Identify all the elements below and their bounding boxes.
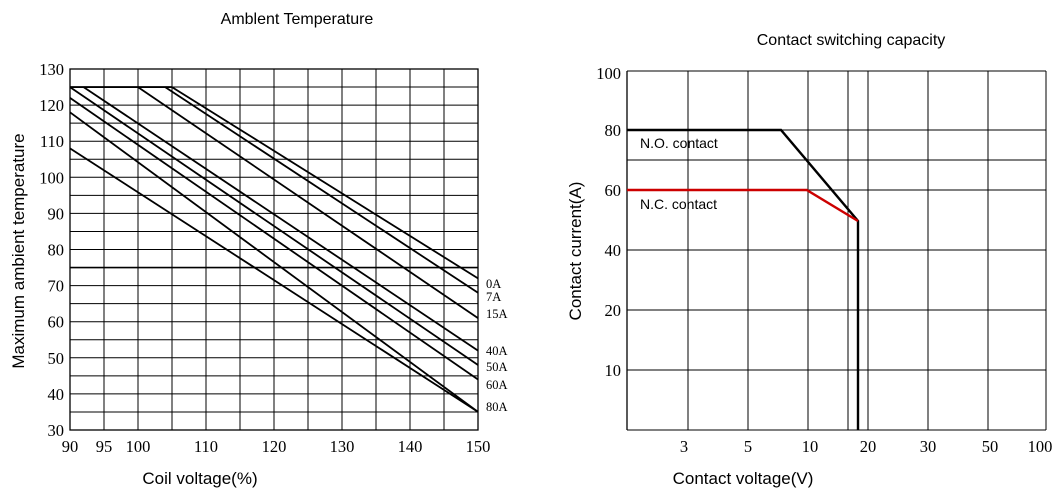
right-chart-title: Contact switching capacity	[757, 32, 946, 49]
left-series-line	[171, 86, 479, 280]
right-chart-series	[627, 128, 860, 430]
left-y-tick-label: 60	[48, 313, 65, 332]
left-x-tick-label: 95	[96, 437, 113, 456]
left-chart-grid	[69, 68, 479, 431]
right-y-tick-label: 40	[605, 241, 622, 260]
left-series-line	[164, 86, 479, 294]
left-y-tick-label: 80	[48, 241, 65, 260]
left-series-label: 15A	[486, 307, 508, 321]
right-series-line	[627, 128, 860, 430]
right-y-tick-label: 10	[605, 361, 622, 380]
left-series-label: 80A	[486, 400, 508, 414]
left-x-tick-label: 110	[194, 437, 218, 456]
right-y-tick-label: 80	[605, 121, 622, 140]
left-chart-y-axis-title: Maximum ambient temperature	[9, 133, 28, 368]
right-x-tick-label: 10	[802, 437, 819, 456]
left-y-tick-label: 30	[48, 421, 65, 440]
left-series-label: 0A	[486, 277, 501, 291]
left-plot-frame	[69, 68, 479, 431]
right-x-tick-label: 50	[982, 437, 999, 456]
left-y-tick-label: 40	[48, 385, 65, 404]
left-y-tick-label: 50	[48, 349, 65, 368]
right-x-tick-label: 30	[920, 437, 937, 456]
left-x-tick-label: 120	[262, 437, 287, 456]
contact-switching-capacity-chart: Contact switching capacity 3 5 10 20 30 50 100…	[566, 32, 1052, 488]
left-series-line	[69, 86, 479, 366]
ambient-temperature-chart: Amblent Temperature 90 95 100 110 120 130 140 1…	[9, 11, 508, 488]
left-series-line	[69, 97, 479, 381]
left-series-label: 40A	[486, 344, 508, 358]
right-chart-y-ticks: 10 20 40 60 80 100	[596, 64, 621, 380]
left-series-line	[137, 86, 479, 319]
right-y-tick-label: 100	[596, 64, 621, 83]
left-series-label: 7A	[486, 290, 501, 304]
left-y-tick-label: 130	[39, 60, 64, 79]
right-x-tick-label: 100	[1028, 437, 1053, 456]
left-chart-y-ticks: 30 40 50 60 70 80 90 100 110 120 130	[39, 60, 64, 440]
right-chart-nc-contact-label: N.C. contact	[640, 196, 717, 212]
left-y-tick-label: 120	[39, 96, 64, 115]
left-series-line	[83, 86, 479, 352]
right-chart-x-ticks: 3 5 10 20 30 50 100	[680, 437, 1053, 456]
left-x-tick-label: 90	[62, 437, 79, 456]
right-y-tick-label: 20	[605, 301, 622, 320]
left-y-tick-label: 100	[39, 168, 64, 187]
left-chart-x-axis-title: Coil voltage(%)	[142, 469, 257, 488]
right-x-tick-label: 20	[860, 437, 877, 456]
left-x-tick-label: 130	[330, 437, 355, 456]
left-y-tick-label: 70	[48, 277, 65, 296]
right-y-tick-label: 60	[605, 181, 622, 200]
left-x-tick-label: 150	[466, 437, 491, 456]
left-chart-series	[69, 86, 479, 413]
left-chart-x-ticks: 90 95 100 110 120 130 140 150	[62, 437, 491, 456]
right-chart-no-contact-label: N.O. contact	[640, 135, 718, 151]
right-x-tick-label: 5	[744, 437, 752, 456]
left-x-tick-label: 140	[398, 437, 423, 456]
left-y-tick-label: 110	[40, 132, 64, 151]
right-chart-grid	[626, 70, 1047, 431]
right-series-line	[627, 188, 859, 223]
left-chart-title: Amblent Temperature	[221, 11, 374, 28]
left-series-line	[69, 111, 479, 413]
right-chart-x-axis-title: Contact voltage(V)	[673, 469, 814, 488]
left-series-label: 50A	[486, 360, 508, 374]
right-chart-y-axis-title: Contact current(A)	[566, 182, 585, 321]
left-x-tick-label: 100	[126, 437, 151, 456]
left-series-label: 60A	[486, 378, 508, 392]
right-x-tick-label: 3	[680, 437, 688, 456]
left-y-tick-label: 90	[48, 204, 65, 223]
left-series-line	[69, 147, 479, 413]
